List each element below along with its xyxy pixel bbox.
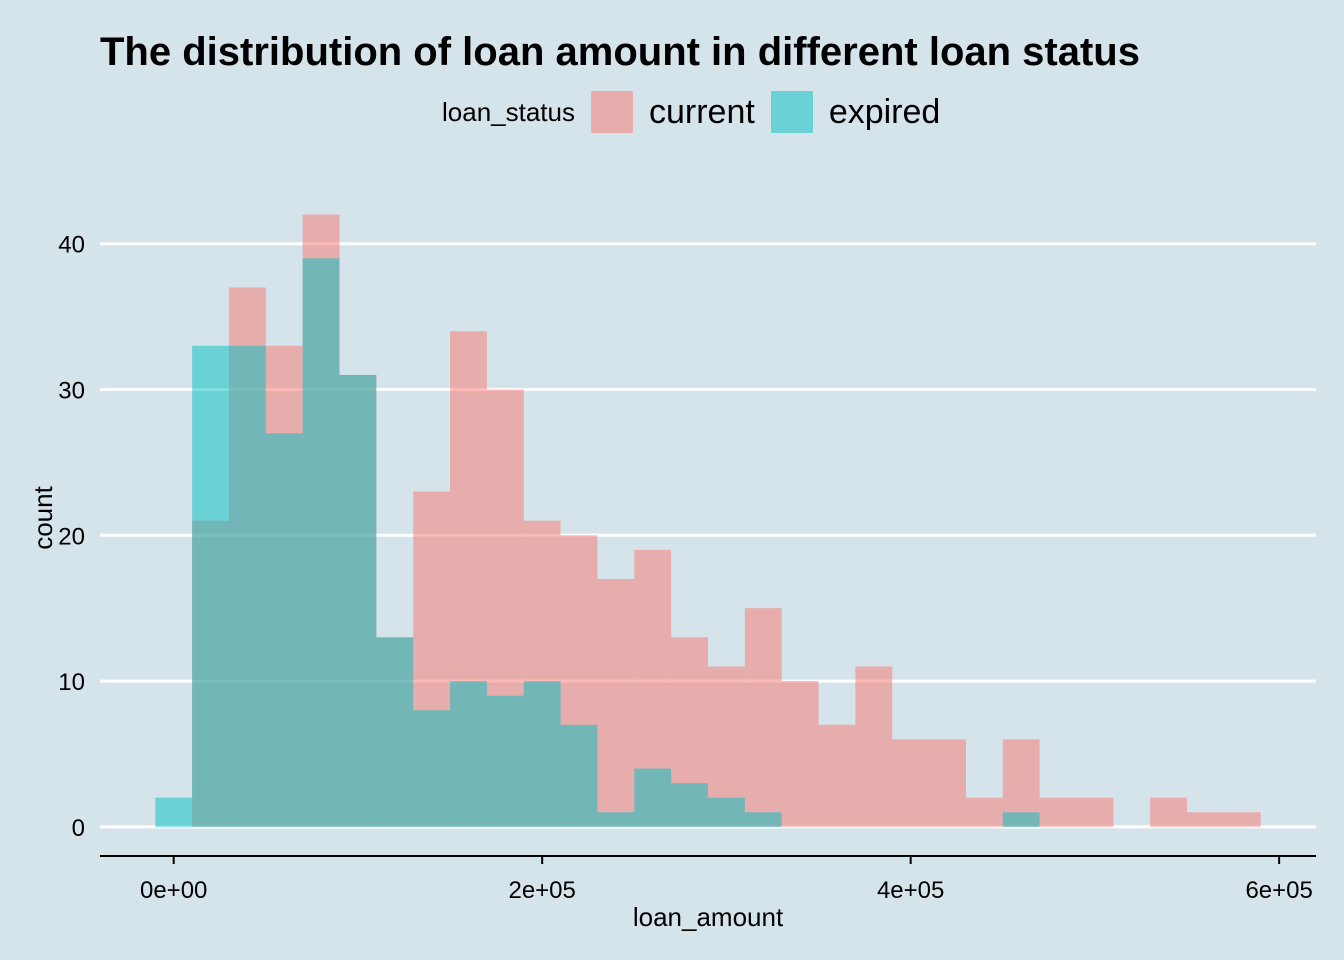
bar-expired-2 xyxy=(228,345,266,827)
bar-expired-11 xyxy=(560,724,598,827)
legend-title: loan_status xyxy=(442,96,575,127)
bar-expired-9 xyxy=(486,695,524,827)
bar-current-24 xyxy=(1039,797,1077,827)
axes: 0e+00 2e+05 4e+05 6e+05 0 10 20 30 40 xyxy=(58,232,1316,904)
bar-expired-15 xyxy=(708,797,745,827)
bar-expired-1 xyxy=(192,345,229,827)
bar-expired-13 xyxy=(634,768,672,827)
bar-current-19 xyxy=(855,666,893,827)
bar-expired-4 xyxy=(302,258,340,827)
x-tick-label: 4e+05 xyxy=(877,877,944,904)
bar-expired-5 xyxy=(339,374,377,827)
y-tick-label: 10 xyxy=(58,669,85,696)
bar-expired-6 xyxy=(376,637,414,827)
bar-expired-23 xyxy=(1002,812,1040,827)
x-tick-label: 6e+05 xyxy=(1245,877,1312,904)
x-axis-label: loan_amount xyxy=(633,902,784,932)
bar-current-22 xyxy=(965,797,1003,827)
y-tick-label: 20 xyxy=(58,523,85,550)
legend-label-current: current xyxy=(648,92,755,131)
bar-current-27 xyxy=(1150,797,1188,827)
bar-current-28 xyxy=(1187,812,1224,827)
legend-label-expired: expired xyxy=(828,92,941,131)
bar-current-25 xyxy=(1076,797,1114,827)
legend-item-current: current xyxy=(590,91,755,133)
y-tick-label: 30 xyxy=(58,378,85,405)
bars xyxy=(155,214,1261,827)
bar-expired-10 xyxy=(523,681,561,827)
y-axis-label: count xyxy=(28,485,58,549)
bar-expired-8 xyxy=(450,681,487,827)
bar-current-18 xyxy=(818,724,856,827)
bar-expired-12 xyxy=(597,812,635,827)
x-tick-label: 0e+00 xyxy=(140,877,207,904)
bar-expired-7 xyxy=(413,710,451,827)
chart-title: The distribution of loan amount in diffe… xyxy=(100,30,1140,74)
legend: loan_status current expired xyxy=(442,90,956,134)
bar-current-29 xyxy=(1223,812,1261,827)
y-tick-label: 0 xyxy=(72,815,85,842)
legend-key-expired xyxy=(770,91,813,133)
legend-key-current xyxy=(590,91,633,133)
bar-current-16 xyxy=(744,608,782,827)
bar-expired-14 xyxy=(671,783,708,827)
x-tick-label: 2e+05 xyxy=(508,877,575,904)
legend-item-expired: expired xyxy=(770,91,941,133)
bar-current-21 xyxy=(929,739,966,827)
bar-expired-3 xyxy=(265,433,303,827)
bar-expired-0 xyxy=(155,797,193,827)
bar-current-17 xyxy=(781,681,819,827)
bar-expired-16 xyxy=(744,812,782,827)
bar-current-20 xyxy=(892,739,930,827)
bar-current-12 xyxy=(597,579,635,827)
y-tick-label: 40 xyxy=(58,232,85,259)
